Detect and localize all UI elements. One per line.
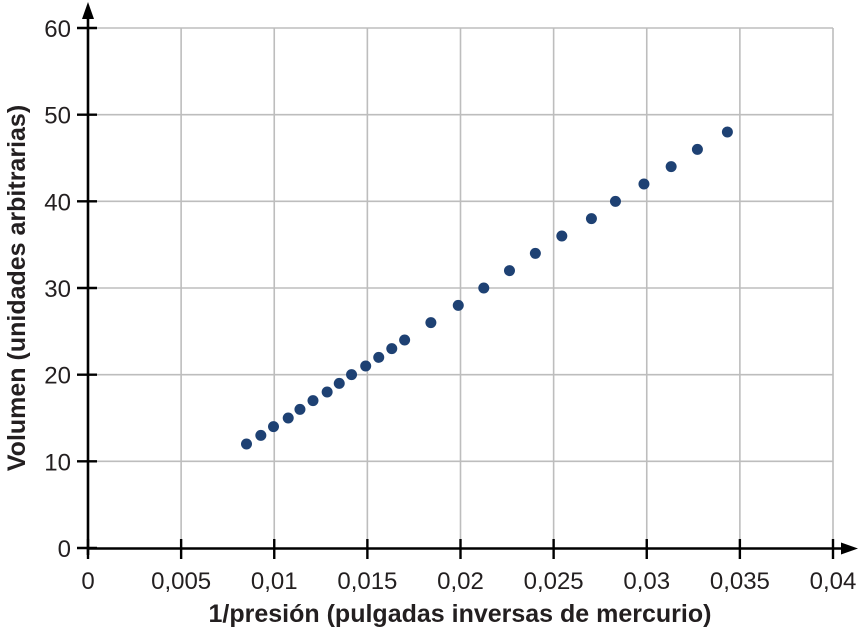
axis-layer bbox=[82, 2, 858, 555]
x-tick-label: 0 bbox=[81, 568, 94, 595]
data-point bbox=[665, 161, 677, 173]
data-point bbox=[691, 143, 703, 155]
data-point bbox=[282, 412, 294, 424]
tick-label-layer: 0 0,005 0,01 0,015 0,02 0,025 0,03 0,035 0,04 0 10… bbox=[44, 16, 856, 595]
data-point bbox=[529, 247, 541, 259]
y-axis-title: Volumen (unidades arbitrarias) bbox=[3, 105, 31, 471]
grid-layer bbox=[88, 27, 834, 548]
y-tick-label: 0 bbox=[58, 536, 71, 563]
x-tick-label: 0,02 bbox=[437, 568, 484, 595]
y-tick-label: 60 bbox=[44, 16, 71, 43]
data-point bbox=[478, 282, 490, 294]
data-point-layer bbox=[240, 126, 733, 450]
data-point bbox=[556, 230, 568, 242]
data-point bbox=[321, 386, 333, 398]
data-point bbox=[585, 213, 597, 225]
data-point bbox=[609, 195, 621, 207]
data-point bbox=[307, 395, 319, 407]
y-tick-label: 40 bbox=[44, 189, 71, 216]
data-point bbox=[386, 343, 398, 355]
x-axis-title: 1/presión (pulgadas inversas de mercurio… bbox=[209, 600, 712, 628]
data-point bbox=[240, 438, 252, 450]
y-tick-label: 30 bbox=[44, 276, 71, 303]
data-point bbox=[294, 403, 306, 415]
x-tick-label: 0,015 bbox=[337, 568, 397, 595]
x-tick-label: 0,01 bbox=[251, 568, 298, 595]
data-point bbox=[360, 360, 372, 372]
data-point bbox=[255, 429, 267, 441]
data-point bbox=[333, 377, 345, 389]
y-tick-label: 20 bbox=[44, 363, 71, 390]
data-point bbox=[638, 178, 650, 190]
x-tick-label: 0,025 bbox=[524, 568, 584, 595]
data-point bbox=[373, 351, 385, 363]
data-point bbox=[268, 421, 280, 433]
y-tick-label: 50 bbox=[44, 103, 71, 130]
data-point bbox=[346, 369, 358, 381]
data-point bbox=[721, 126, 733, 138]
y-axis-arrow-icon bbox=[82, 2, 94, 19]
x-tick-label: 0,005 bbox=[151, 568, 211, 595]
tick-layer bbox=[77, 26, 835, 559]
x-tick-label: 0,035 bbox=[710, 568, 770, 595]
x-axis-arrow-icon bbox=[841, 542, 858, 555]
data-point bbox=[452, 299, 464, 311]
data-point bbox=[399, 334, 411, 346]
data-point bbox=[425, 317, 437, 329]
x-tick-label: 0,04 bbox=[810, 568, 857, 595]
data-point bbox=[503, 265, 515, 277]
x-tick-label: 0,03 bbox=[623, 568, 670, 595]
y-tick-label: 10 bbox=[44, 449, 71, 476]
